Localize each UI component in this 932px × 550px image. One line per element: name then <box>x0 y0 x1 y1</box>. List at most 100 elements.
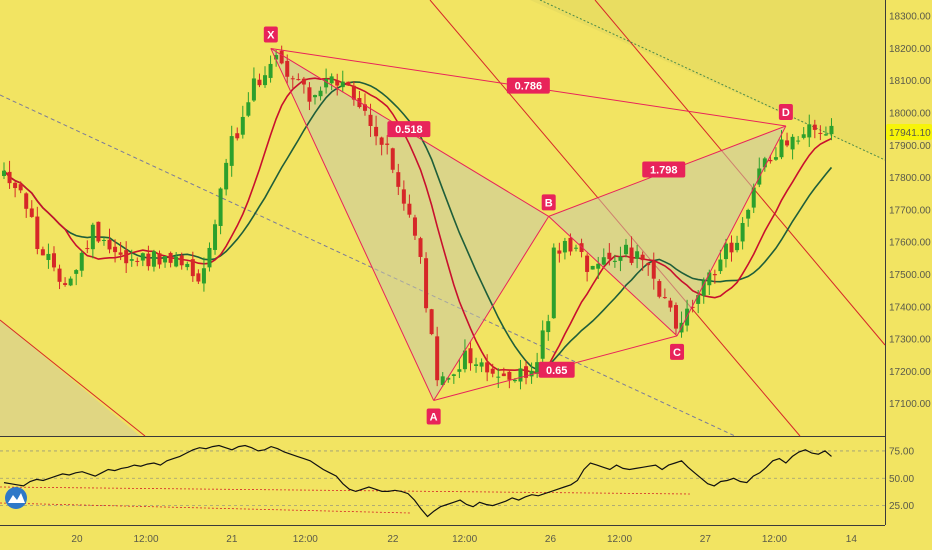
candle-body <box>468 348 473 364</box>
candle-body <box>712 274 717 276</box>
candle-body <box>224 162 229 190</box>
candle-body <box>546 321 551 333</box>
candle-body <box>501 373 506 377</box>
point-label-C: C <box>670 343 685 360</box>
candle-body <box>485 362 490 373</box>
oscillator-pane <box>0 437 885 525</box>
candle-body <box>818 132 823 134</box>
candle-body <box>113 246 118 253</box>
candle-body <box>29 208 34 217</box>
osc-trendline-1 <box>0 486 691 495</box>
brand-logo[interactable] <box>5 487 27 509</box>
candle-body <box>474 364 479 366</box>
candle-body <box>618 256 623 261</box>
svg-text:C: C <box>673 347 681 359</box>
price-tick-label: 17700.00 <box>889 205 931 216</box>
svg-text:0.786: 0.786 <box>515 81 543 93</box>
ratio-label: 0.65 <box>538 361 575 378</box>
price-tick-label: 17400.00 <box>889 302 931 313</box>
osc-tick-label: 75.00 <box>889 446 914 457</box>
candle-body <box>540 330 545 359</box>
point-label-X: X <box>263 26 278 43</box>
candle-body <box>207 247 212 268</box>
svg-text:1.798: 1.798 <box>650 165 678 177</box>
candle-body <box>507 371 512 380</box>
candle-body <box>85 248 90 250</box>
candle-body <box>829 125 834 135</box>
candle-body <box>107 239 112 250</box>
candle-body <box>307 87 312 102</box>
candle-body <box>57 268 62 282</box>
price-tick-label: 17300.00 <box>889 335 931 346</box>
candle-body <box>340 81 345 88</box>
candle-body <box>324 78 329 88</box>
time-tick-label: 26 <box>545 534 557 545</box>
candle-body <box>440 376 445 385</box>
svg-text:A: A <box>430 411 438 423</box>
svg-text:0.65: 0.65 <box>546 365 567 377</box>
candle-body <box>662 297 667 299</box>
candle-body <box>96 221 101 242</box>
candle-body <box>24 193 29 209</box>
time-tick-label: 20 <box>71 534 83 545</box>
candle-body <box>796 140 801 142</box>
candle-body <box>512 379 517 382</box>
candle-body <box>740 223 745 242</box>
candle-body <box>46 253 51 260</box>
candle-body <box>768 159 773 162</box>
candle-body <box>368 114 373 126</box>
ratio-label: 0.518 <box>387 121 431 138</box>
candle-body <box>790 136 795 150</box>
ratio-label: 0.786 <box>506 77 550 94</box>
candle-body <box>407 203 412 215</box>
candle-body <box>718 259 723 272</box>
candle-body <box>457 369 462 372</box>
price-tick-label: 18000.00 <box>889 109 931 120</box>
candle-body <box>529 370 534 377</box>
candle-body <box>374 126 379 137</box>
candle-body <box>535 362 540 374</box>
candle-body <box>312 95 317 98</box>
candle-body <box>190 259 195 277</box>
candle-body <box>451 374 456 376</box>
candle-body <box>40 249 45 256</box>
candle-body <box>801 134 806 138</box>
candle-body <box>274 55 279 60</box>
candle-body <box>79 252 84 271</box>
candle-body <box>390 148 395 170</box>
candle-body <box>551 247 556 319</box>
time-tick-label: 12:00 <box>134 534 159 545</box>
xab-triangle <box>270 48 549 401</box>
candle-body <box>146 253 151 267</box>
candle-body <box>590 265 595 270</box>
candle-body <box>490 368 495 374</box>
candle-body <box>762 158 767 168</box>
pattern-leg-XA <box>270 48 435 401</box>
candle-body <box>424 258 429 309</box>
candle-body <box>7 171 12 184</box>
candle-body <box>168 252 173 263</box>
candle-body <box>673 305 678 329</box>
candle-body <box>263 75 268 86</box>
candle-body <box>129 259 134 261</box>
time-tick-label: 21 <box>226 534 238 545</box>
price-tick-label: 18100.00 <box>889 76 931 87</box>
bcd-triangle <box>548 125 786 336</box>
dotted-trendline <box>539 0 886 161</box>
candle-body <box>396 172 401 187</box>
candle-body <box>746 209 751 219</box>
candle-body <box>735 242 740 251</box>
pattern-leg-CD <box>676 125 787 337</box>
candle-body <box>612 260 617 262</box>
candle-body <box>446 377 451 380</box>
candle-body <box>696 295 701 304</box>
candle-body <box>124 250 129 264</box>
candle-body <box>807 124 812 138</box>
candle-body <box>401 189 406 204</box>
candle-body <box>785 140 790 146</box>
candle-body <box>723 243 728 260</box>
candle-body <box>201 268 206 284</box>
candle-body <box>518 368 523 382</box>
svg-text:X: X <box>267 29 275 41</box>
